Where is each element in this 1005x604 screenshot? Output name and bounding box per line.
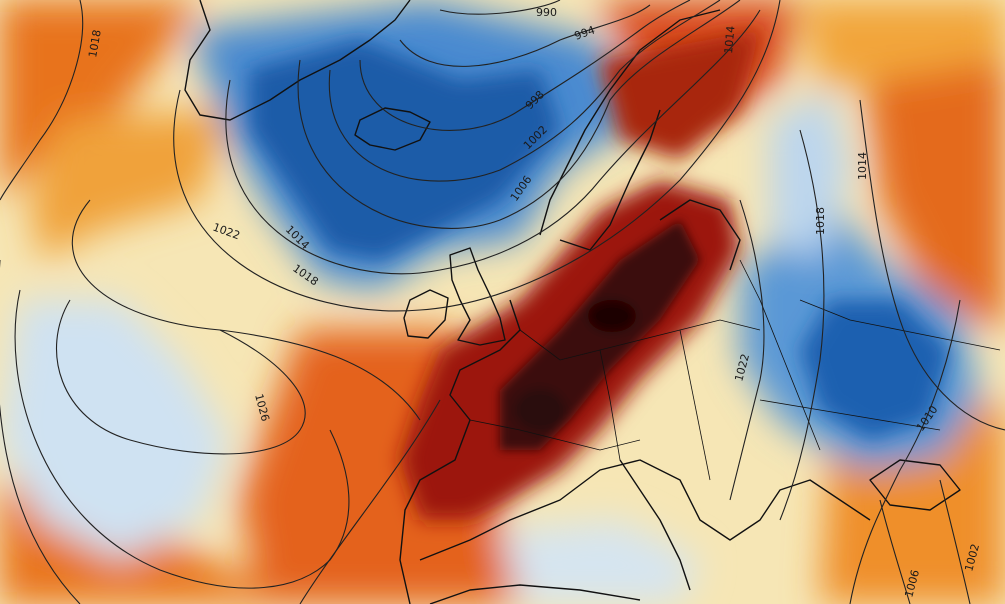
coast-baltic <box>659 199 741 271</box>
isobar-label: 1018 <box>86 29 104 59</box>
isobar-east-1022 <box>729 199 765 501</box>
heat-plume-north <box>600 30 760 160</box>
isobar-1006 <box>297 0 741 229</box>
isobar-1026 <box>56 299 306 455</box>
isobar-east-1010 <box>849 299 961 604</box>
coast-scandinavia <box>539 9 721 251</box>
heat-core-france <box>514 388 566 432</box>
isobar-1002 <box>328 0 721 182</box>
border-1 <box>519 319 761 361</box>
warm-area-east <box>860 40 1005 330</box>
cool-core-iceland <box>250 40 560 260</box>
coast-north-africa <box>429 584 641 604</box>
border-7 <box>759 399 941 431</box>
cool-core-east-europe <box>800 300 950 440</box>
isobar-1014 <box>225 9 761 275</box>
isobar-994 <box>399 4 651 67</box>
coast-iceland <box>354 107 431 151</box>
border-6 <box>799 299 1001 351</box>
border-5 <box>739 259 821 451</box>
isobar-998 <box>359 0 691 131</box>
isobar-label: 1014 <box>856 152 869 180</box>
isobar-1022-atlantic <box>71 199 421 421</box>
warm-area-east-top <box>800 0 1005 90</box>
isobar-se-1002 <box>939 479 971 604</box>
isobar-label: 1018 <box>814 207 827 235</box>
isobar-label: 1014 <box>722 25 737 54</box>
isobar-east-1018 <box>779 129 825 521</box>
border-3 <box>599 349 621 461</box>
border-2 <box>469 419 641 451</box>
isobar-iberia <box>299 399 441 604</box>
isobar-outer-1 <box>14 289 350 589</box>
coast-ireland <box>403 289 449 339</box>
isobar-se-1006 <box>879 499 911 604</box>
coast-greenland <box>184 0 411 121</box>
isobar-label: 990 <box>536 6 557 19</box>
coast-italy <box>619 459 691 591</box>
isobar-east-1014 <box>859 99 1005 431</box>
country-borders <box>469 259 1001 481</box>
isobar-outer-2 <box>0 260 81 604</box>
isobar-1018-nw <box>0 0 84 201</box>
isobar-990 <box>439 0 561 15</box>
coast-mediterranean <box>419 459 871 561</box>
coast-great-britain <box>449 247 506 346</box>
warm-area-west-atlantic <box>30 110 230 260</box>
border-4 <box>679 329 711 481</box>
isobar-1018-atlantic <box>173 0 781 312</box>
cool-area-east-strip <box>770 90 850 260</box>
cool-area-med <box>500 520 700 604</box>
heat-core-max <box>588 300 636 332</box>
coast-black-sea <box>869 459 961 511</box>
